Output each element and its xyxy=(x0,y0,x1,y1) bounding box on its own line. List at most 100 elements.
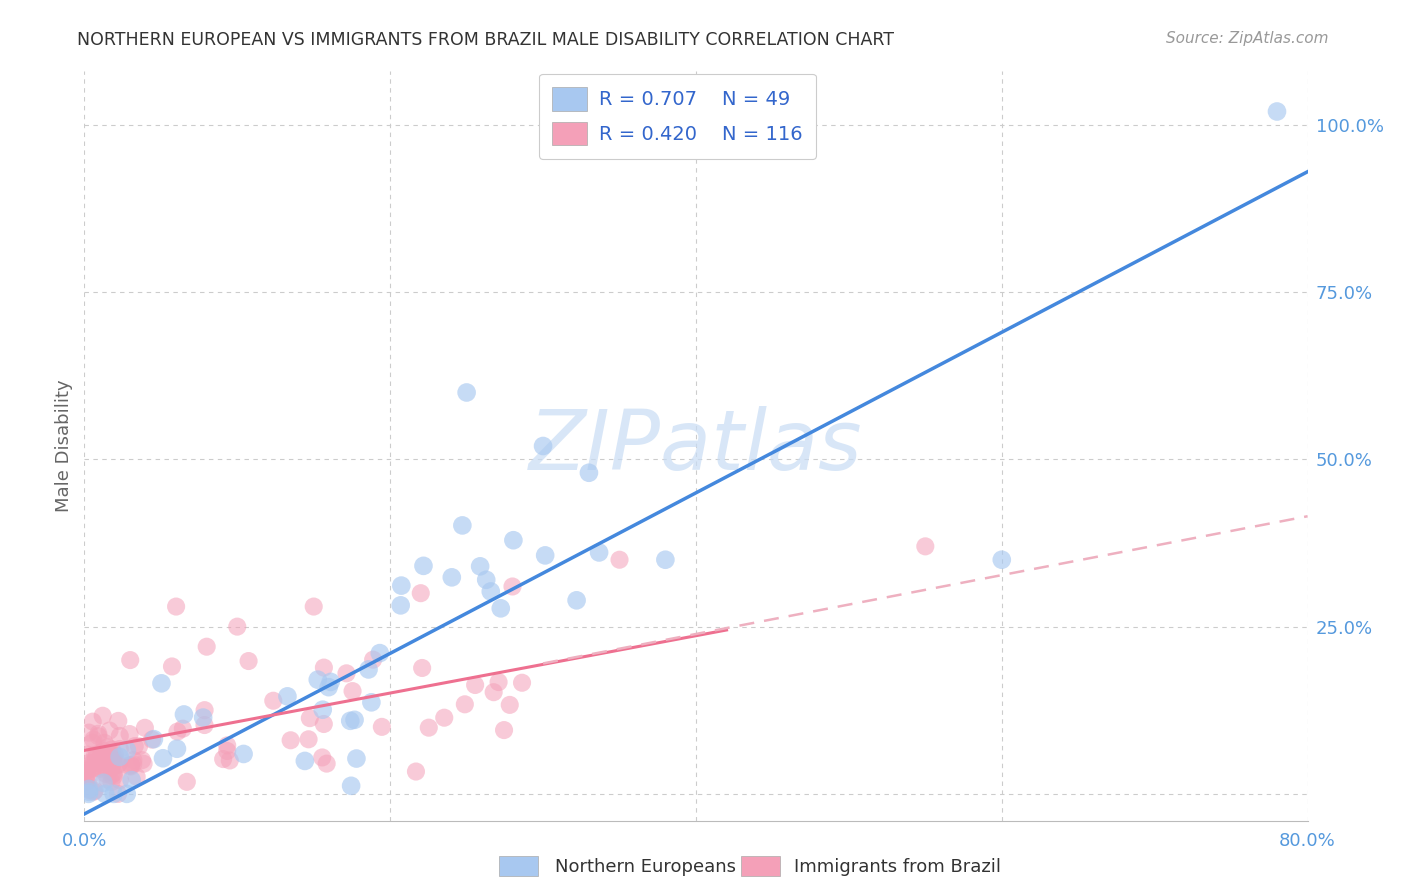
Text: Northern Europeans: Northern Europeans xyxy=(555,858,737,876)
Point xyxy=(232,747,254,761)
Point xyxy=(97,740,120,755)
Point xyxy=(152,751,174,765)
Point xyxy=(76,747,98,762)
Point xyxy=(212,752,235,766)
Point xyxy=(93,755,115,769)
Point xyxy=(297,732,319,747)
Point xyxy=(318,680,340,694)
Text: Immigrants from Brazil: Immigrants from Brazil xyxy=(794,858,1001,876)
Point xyxy=(84,748,107,763)
Point xyxy=(89,762,111,776)
Point xyxy=(565,593,588,607)
Point xyxy=(510,675,533,690)
Point xyxy=(492,723,515,737)
Point xyxy=(262,694,284,708)
Point xyxy=(991,553,1014,567)
Point xyxy=(131,753,153,767)
Point xyxy=(405,764,427,779)
Point xyxy=(103,787,125,801)
Point xyxy=(121,773,143,788)
Point xyxy=(312,660,335,674)
Point xyxy=(90,757,112,772)
Point xyxy=(115,787,138,801)
Point xyxy=(93,754,115,768)
Point xyxy=(578,466,600,480)
Point xyxy=(77,787,100,801)
Point xyxy=(342,684,364,698)
Point xyxy=(108,742,131,756)
Point xyxy=(108,749,131,764)
Point xyxy=(108,729,131,743)
Point xyxy=(339,714,361,728)
Point xyxy=(120,758,142,772)
Point xyxy=(77,725,100,739)
Point xyxy=(166,724,188,739)
Point xyxy=(479,584,502,599)
Point xyxy=(307,673,329,687)
Point xyxy=(502,580,524,594)
Point xyxy=(475,573,498,587)
Point xyxy=(609,553,631,567)
Point xyxy=(87,756,110,770)
Point xyxy=(193,718,215,732)
Point xyxy=(914,539,936,553)
Point xyxy=(107,714,129,728)
Point xyxy=(488,675,510,690)
Point xyxy=(125,770,148,784)
Point xyxy=(75,773,97,788)
Point xyxy=(100,747,122,762)
Point xyxy=(294,754,316,768)
Point xyxy=(77,762,100,776)
Point xyxy=(371,720,394,734)
Point xyxy=(93,776,115,790)
Point xyxy=(389,599,412,613)
Point xyxy=(319,674,342,689)
Point xyxy=(118,758,141,772)
Point xyxy=(107,758,129,772)
Point xyxy=(280,733,302,747)
Point xyxy=(346,751,368,765)
Point xyxy=(141,732,163,747)
Point xyxy=(412,558,434,573)
Point xyxy=(531,439,554,453)
Point xyxy=(91,760,114,774)
Point xyxy=(120,653,142,667)
Point xyxy=(90,746,112,760)
Point xyxy=(100,775,122,789)
Point xyxy=(588,545,610,559)
Point xyxy=(534,549,557,563)
Point xyxy=(464,678,486,692)
Point xyxy=(83,762,105,776)
Point xyxy=(103,766,125,780)
Point xyxy=(218,754,240,768)
Point xyxy=(340,779,363,793)
Point xyxy=(83,785,105,799)
Point xyxy=(87,727,110,741)
Point xyxy=(96,772,118,787)
Point xyxy=(217,744,239,758)
Point xyxy=(142,732,165,747)
Point xyxy=(165,599,187,614)
Point xyxy=(104,747,127,762)
Point xyxy=(172,722,194,736)
Point xyxy=(103,769,125,783)
Point xyxy=(77,781,100,796)
Point xyxy=(90,749,112,764)
Point xyxy=(409,586,432,600)
Point xyxy=(315,756,337,771)
Point xyxy=(134,721,156,735)
Point xyxy=(482,685,505,699)
Point xyxy=(302,599,325,614)
Point xyxy=(103,750,125,764)
Point xyxy=(107,787,129,801)
Point xyxy=(238,654,260,668)
Point xyxy=(389,579,412,593)
Point xyxy=(456,385,478,400)
Point xyxy=(84,752,107,766)
Point xyxy=(77,756,100,770)
Point xyxy=(91,708,114,723)
Point xyxy=(191,710,214,724)
Point xyxy=(311,750,333,764)
Point xyxy=(276,690,298,704)
Point xyxy=(122,753,145,767)
